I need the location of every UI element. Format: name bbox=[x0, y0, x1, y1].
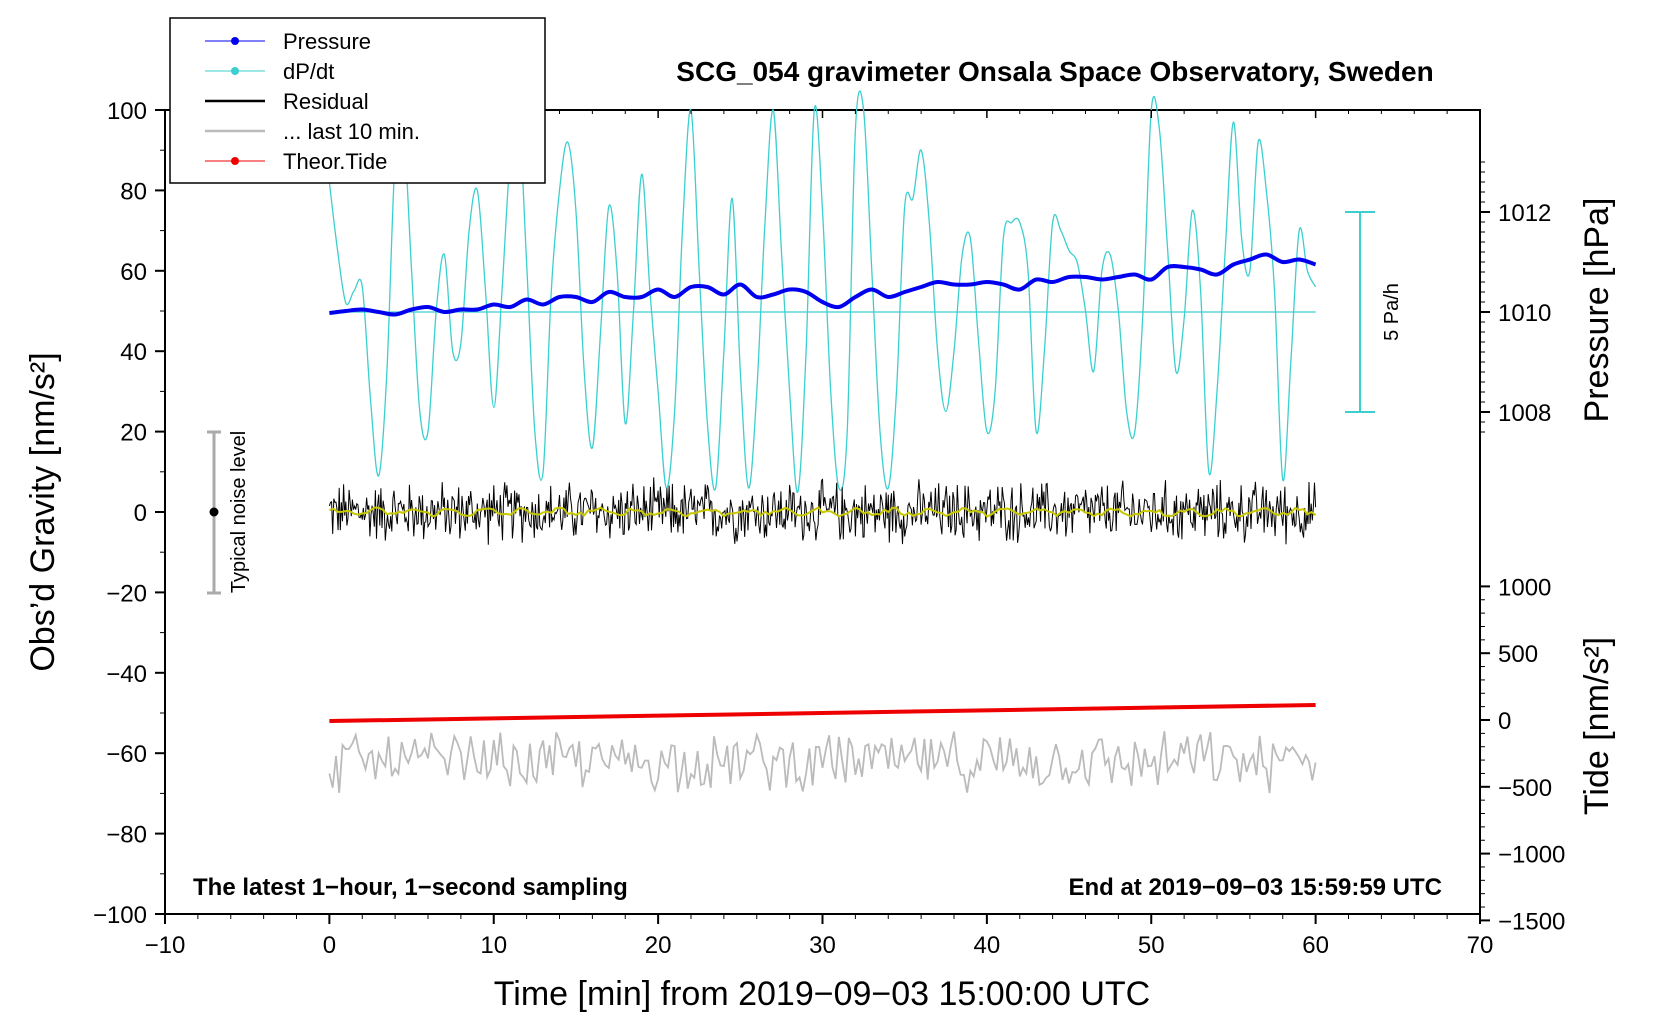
legend-label: ... last 10 min. bbox=[283, 119, 420, 144]
pressure-tick-label: 1012 bbox=[1498, 200, 1551, 227]
x-axis-label: Time [min] from 2019−09−03 15:00:00 UTC bbox=[494, 975, 1150, 1013]
y-axis-label: Obs’d Gravity [nm/s²] bbox=[24, 352, 62, 671]
tide-axis-label: Tide [nm/s²] bbox=[1578, 637, 1616, 815]
pressure-tick-label: 1010 bbox=[1498, 300, 1551, 327]
x-tick-label: 40 bbox=[974, 932, 1001, 959]
noise-level-indicator: Typical noise level bbox=[207, 430, 250, 595]
y-tick-label: 100 bbox=[107, 98, 147, 125]
legend-items: Pressure dP/dt Residual ... last 10 min. The… bbox=[205, 29, 420, 174]
x-tick-label: 30 bbox=[809, 932, 836, 959]
ticks-layer: −10 0 10 20 30 40 50 60 70100806040200−20−40−60−… bbox=[93, 98, 1565, 959]
pressure-axis-label: Pressure [hPa] bbox=[1578, 198, 1616, 423]
dpdt-scale-bar: 5 Pa/h bbox=[1345, 211, 1403, 413]
legend-swatch-dot bbox=[231, 37, 239, 45]
theor-tide-series-line bbox=[329, 702, 1316, 724]
tide-tick-label: 1000 bbox=[1498, 574, 1551, 601]
last-10-min-series-line bbox=[328, 731, 1317, 794]
annotation-end-time: End at 2019−09−03 15:59:59 UTC bbox=[1068, 874, 1442, 901]
pressure-tick-label: 1008 bbox=[1498, 400, 1551, 427]
x-tick-label: 60 bbox=[1302, 932, 1329, 959]
tide-tick-label: 500 bbox=[1498, 641, 1538, 668]
dpdt-scale-label: 5 Pa/h bbox=[1381, 283, 1403, 341]
y-tick-label: 40 bbox=[120, 339, 147, 366]
noise-center-dot bbox=[209, 507, 219, 517]
y-tick-label: −80 bbox=[106, 822, 147, 849]
x-tick-label: 70 bbox=[1467, 932, 1494, 959]
tide-tick-label: −1500 bbox=[1498, 908, 1565, 935]
legend-label: Residual bbox=[283, 89, 369, 114]
y-tick-label: 60 bbox=[120, 259, 147, 286]
x-tick-label: 10 bbox=[480, 932, 507, 959]
tide-tick-label: 0 bbox=[1498, 708, 1511, 735]
tide-tick-label: −500 bbox=[1498, 775, 1552, 802]
legend-swatch-dot bbox=[231, 157, 239, 165]
noise-label: Typical noise level bbox=[228, 431, 250, 593]
annotation-sampling: The latest 1−hour, 1−second sampling bbox=[193, 874, 628, 901]
x-tick-label: 20 bbox=[645, 932, 672, 959]
tide-tick-label: −1000 bbox=[1498, 842, 1565, 869]
y-tick-label: −60 bbox=[106, 741, 147, 768]
residual-series-line bbox=[328, 477, 1317, 545]
legend-label: Theor.Tide bbox=[283, 149, 387, 174]
y-tick-label: 80 bbox=[120, 178, 147, 205]
x-tick-label: 0 bbox=[323, 932, 336, 959]
residual-smoothed-line bbox=[329, 506, 1317, 518]
chart-title: SCG_054 gravimeter Onsala Space Observat… bbox=[676, 56, 1433, 87]
legend-label: Pressure bbox=[283, 29, 371, 54]
dpdt-series-line bbox=[328, 90, 1317, 493]
x-tick-label: −10 bbox=[145, 932, 186, 959]
y-tick-label: −40 bbox=[106, 661, 147, 688]
data-layer bbox=[328, 90, 1317, 794]
y-tick-label: −20 bbox=[106, 580, 147, 607]
legend: Pressure dP/dt Residual ... last 10 min. The… bbox=[169, 17, 546, 184]
y-tick-label: 0 bbox=[134, 500, 147, 527]
x-tick-label: 50 bbox=[1138, 932, 1165, 959]
legend-swatch-dot bbox=[231, 67, 239, 75]
y-tick-label: −100 bbox=[93, 902, 147, 929]
y-tick-label: 20 bbox=[120, 420, 147, 447]
legend-label: dP/dt bbox=[283, 59, 334, 84]
pressure-series-line bbox=[329, 252, 1317, 317]
